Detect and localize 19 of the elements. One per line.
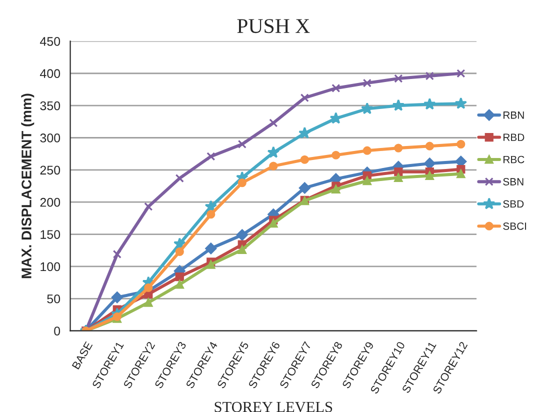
y-tick-label: 400 bbox=[40, 69, 60, 78]
y-tick-label: 150 bbox=[40, 230, 60, 239]
legend-label: RBD bbox=[504, 134, 524, 141]
y-tick-label: 350 bbox=[40, 101, 60, 110]
x-axis-title: STOREY LEVELS bbox=[214, 402, 332, 412]
chart-title: PUSH X bbox=[237, 19, 310, 34]
y-tick-label: 300 bbox=[40, 134, 60, 142]
y-axis-title: MAX. DISPLACEMENT (mm) bbox=[21, 94, 34, 278]
legend-label: SBN bbox=[503, 178, 524, 186]
y-tick-label: 450 bbox=[40, 37, 60, 46]
y-tick-label: 250 bbox=[40, 166, 60, 175]
y-tick-label: 200 bbox=[40, 198, 60, 207]
y-tick-label: 0 bbox=[54, 326, 60, 336]
y-tick-label: 100 bbox=[40, 262, 60, 272]
legend-label: SBCI bbox=[503, 222, 526, 230]
legend-label: SBD bbox=[503, 200, 524, 208]
legend-label: RBN bbox=[504, 112, 524, 119]
legend-label: RBC bbox=[504, 156, 524, 164]
y-tick-label: 50 bbox=[47, 294, 60, 304]
